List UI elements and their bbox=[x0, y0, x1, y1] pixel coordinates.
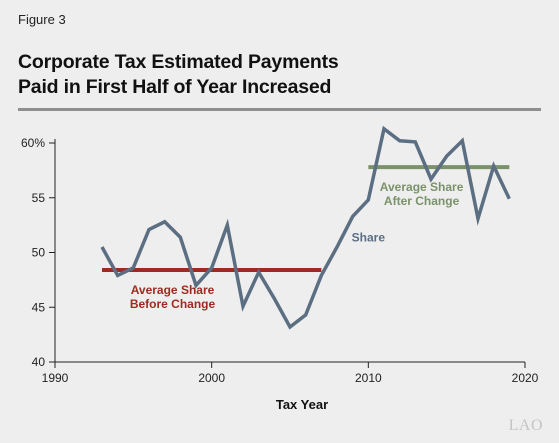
data-series bbox=[100, 125, 511, 330]
average-before-label: Average Share bbox=[131, 283, 215, 297]
chart-title-line-2: Paid in First Half of Year Increased bbox=[18, 76, 332, 98]
x-tick-label: 2010 bbox=[355, 371, 382, 385]
y-tick-label: 50 bbox=[32, 246, 46, 260]
chart-title-line-1: Corporate Tax Estimated Payments bbox=[18, 51, 339, 73]
figure-label: Figure 3 bbox=[18, 12, 66, 27]
average-after-label: After Change bbox=[384, 194, 460, 208]
x-tick-label: 1990 bbox=[42, 371, 69, 385]
x-tick-label: 2020 bbox=[512, 371, 539, 385]
average-after-label: Average Share bbox=[380, 180, 464, 194]
share-series-label: Share bbox=[352, 231, 386, 245]
title-divider bbox=[18, 108, 541, 111]
average-before-label: Before Change bbox=[130, 297, 216, 311]
chart-title: Corporate Tax Estimated Payments Paid in… bbox=[18, 50, 339, 100]
lao-logo: LAO bbox=[508, 417, 543, 434]
y-tick-label: 55 bbox=[32, 191, 46, 205]
y-tick-label: 45 bbox=[32, 300, 46, 314]
share-series-line bbox=[100, 125, 511, 330]
x-tick-label: 2000 bbox=[198, 371, 225, 385]
y-tick-label: 60% bbox=[21, 136, 45, 150]
chart-axes: 40 45 50 55 60% 1990 2000 2010 2020 Tax Year bbox=[21, 136, 539, 412]
y-tick-label: 40 bbox=[32, 355, 46, 369]
x-axis-title: Tax Year bbox=[276, 397, 328, 412]
